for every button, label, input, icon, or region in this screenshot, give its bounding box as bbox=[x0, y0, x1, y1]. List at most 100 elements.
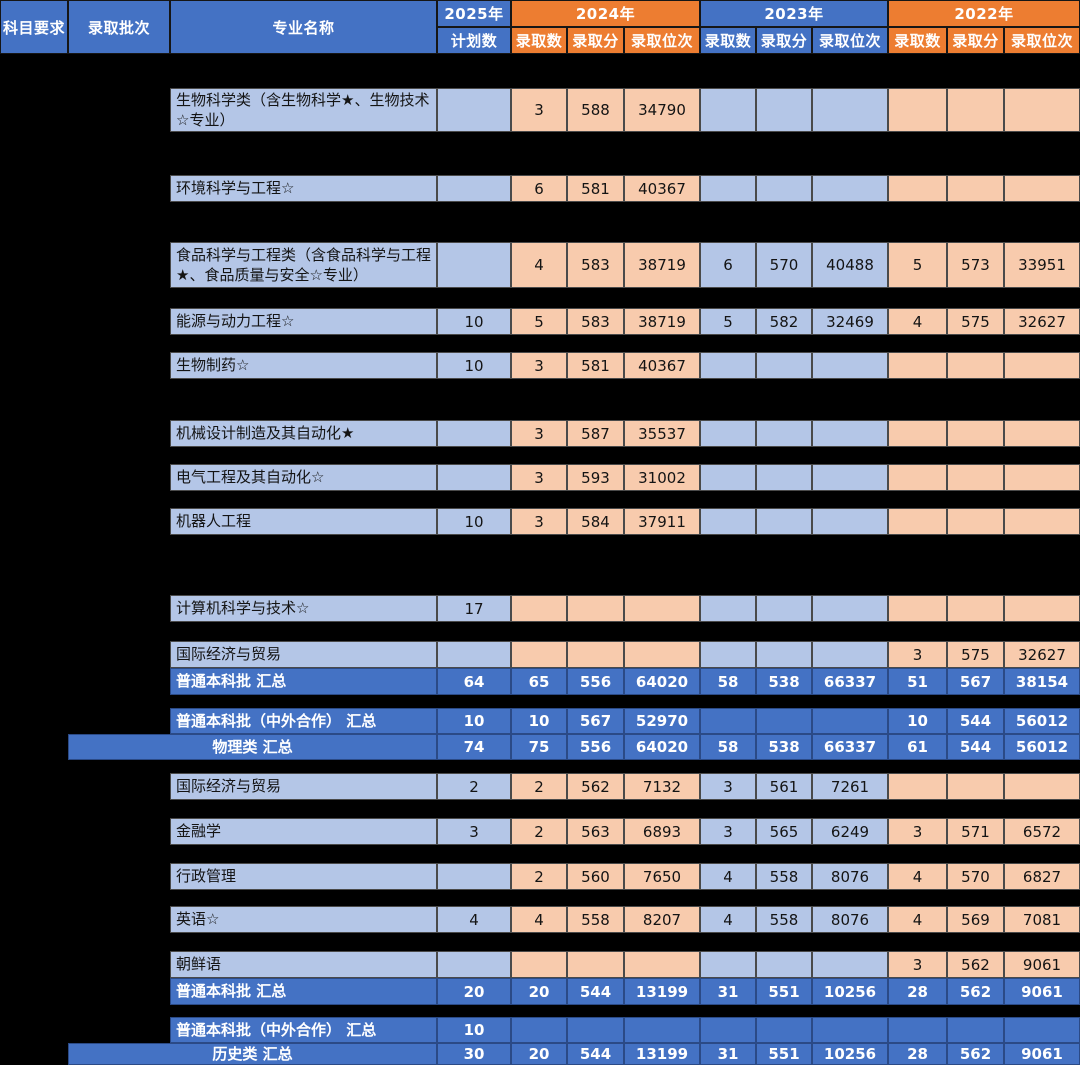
cell-value: 6249 bbox=[812, 818, 888, 845]
cell-value: 31002 bbox=[624, 464, 700, 491]
cell-value bbox=[700, 464, 756, 491]
cell-value bbox=[700, 420, 756, 447]
cell-value bbox=[756, 708, 812, 734]
cell-value bbox=[437, 88, 511, 132]
cell-value: 31 bbox=[700, 1043, 756, 1065]
cell-value bbox=[1004, 595, 1080, 622]
table-row: 食品科学与工程类（含食品科学与工程★、食品质量与安全☆专业） 4 583 38719 6… bbox=[0, 242, 1080, 288]
cell-value: 573 bbox=[947, 242, 1004, 288]
cell-value: 32469 bbox=[812, 308, 888, 335]
cell-value: 7081 bbox=[1004, 906, 1080, 933]
cell-major-name: 金融学 bbox=[170, 818, 437, 845]
cell-value: 66337 bbox=[812, 668, 888, 695]
cell-value bbox=[437, 464, 511, 491]
cell-value: 10 bbox=[511, 708, 567, 734]
cell-value bbox=[947, 88, 1004, 132]
header-admit-rank-2022: 录取位次 bbox=[1004, 27, 1080, 54]
cell-value: 558 bbox=[756, 906, 812, 933]
cell-value bbox=[437, 641, 511, 668]
cell-value bbox=[1004, 773, 1080, 800]
cell-value bbox=[700, 641, 756, 668]
cell-value: 33951 bbox=[1004, 242, 1080, 288]
cell-value: 6893 bbox=[624, 818, 700, 845]
cell-value: 544 bbox=[947, 734, 1004, 760]
cell-value: 567 bbox=[947, 668, 1004, 695]
cell-major-name: 国际经济与贸易 bbox=[170, 773, 437, 800]
cell-value: 74 bbox=[437, 734, 511, 760]
cell-value: 5 bbox=[700, 308, 756, 335]
cell-value bbox=[1004, 464, 1080, 491]
cell-value: 56012 bbox=[1004, 708, 1080, 734]
header-subject-requirement: 科目要求 bbox=[0, 0, 68, 54]
cell-major-name: 机器人工程 bbox=[170, 508, 437, 535]
cell-value: 4 bbox=[511, 906, 567, 933]
cell-major-name: 计算机科学与技术☆ bbox=[170, 595, 437, 622]
cell-value bbox=[511, 1017, 567, 1043]
header-admit-rank-2023: 录取位次 bbox=[812, 27, 888, 54]
cell-value: 38154 bbox=[1004, 668, 1080, 695]
cell-value: 588 bbox=[567, 88, 624, 132]
cell-value: 575 bbox=[947, 308, 1004, 335]
cell-value: 544 bbox=[567, 1043, 624, 1065]
cell-major-name: 普通本科批（中外合作） 汇总 bbox=[170, 708, 437, 734]
cell-value: 10 bbox=[437, 352, 511, 379]
cell-value: 571 bbox=[947, 818, 1004, 845]
header-year-2024: 2024年 bbox=[511, 0, 700, 27]
cell-value: 3 bbox=[888, 951, 947, 978]
cell-value: 6 bbox=[511, 175, 567, 202]
cell-major-name: 环境科学与工程☆ bbox=[170, 175, 437, 202]
cell-major-name: 英语☆ bbox=[170, 906, 437, 933]
cell-value: 538 bbox=[756, 734, 812, 760]
cell-value bbox=[812, 641, 888, 668]
cell-value: 551 bbox=[756, 978, 812, 1005]
cell-value bbox=[700, 595, 756, 622]
cell-value bbox=[511, 641, 567, 668]
table-row: 普通本科批 汇总 64 65 556 64020 58 538 66337 51 567 38154 bbox=[0, 668, 1080, 695]
cell-value: 7650 bbox=[624, 863, 700, 890]
cell-value: 13199 bbox=[624, 978, 700, 1005]
cell-value bbox=[437, 951, 511, 978]
cell-value bbox=[812, 595, 888, 622]
cell-major-name: 生物制药☆ bbox=[170, 352, 437, 379]
cell-value: 558 bbox=[567, 906, 624, 933]
table-row: 普通本科批（中外合作） 汇总 10 10 567 52970 10 544 56012 bbox=[0, 708, 1080, 734]
cell-value: 9061 bbox=[1004, 1043, 1080, 1065]
header-admission-batch: 录取批次 bbox=[68, 0, 170, 54]
cell-value: 3 bbox=[700, 818, 756, 845]
cell-value: 40367 bbox=[624, 352, 700, 379]
cell-value bbox=[1004, 175, 1080, 202]
cell-value: 10 bbox=[437, 1017, 511, 1043]
cell-value: 544 bbox=[947, 708, 1004, 734]
cell-value bbox=[947, 352, 1004, 379]
cell-value bbox=[624, 951, 700, 978]
cell-value bbox=[437, 242, 511, 288]
cell-major-name: 物理类 汇总 bbox=[68, 734, 437, 760]
cell-value: 51 bbox=[888, 668, 947, 695]
cell-value: 66337 bbox=[812, 734, 888, 760]
cell-value: 7261 bbox=[812, 773, 888, 800]
cell-value: 5 bbox=[511, 308, 567, 335]
cell-value bbox=[947, 420, 1004, 447]
cell-value bbox=[888, 773, 947, 800]
cell-value: 58 bbox=[700, 668, 756, 695]
cell-value bbox=[437, 420, 511, 447]
cell-value bbox=[700, 508, 756, 535]
header-admit-score-2024: 录取分 bbox=[567, 27, 624, 54]
cell-value: 38719 bbox=[624, 308, 700, 335]
table-row: 环境科学与工程☆ 6 581 40367 bbox=[0, 175, 1080, 202]
cell-value: 581 bbox=[567, 175, 624, 202]
cell-value: 3 bbox=[437, 818, 511, 845]
cell-value bbox=[947, 175, 1004, 202]
cell-value: 563 bbox=[567, 818, 624, 845]
cell-value bbox=[812, 1017, 888, 1043]
cell-value bbox=[756, 352, 812, 379]
cell-value: 13199 bbox=[624, 1043, 700, 1065]
cell-value bbox=[756, 175, 812, 202]
table-row: 国际经济与贸易 2 2 562 7132 3 561 7261 bbox=[0, 773, 1080, 800]
cell-value: 3 bbox=[511, 420, 567, 447]
cell-value: 4 bbox=[511, 242, 567, 288]
cell-value bbox=[888, 352, 947, 379]
cell-value: 64 bbox=[437, 668, 511, 695]
cell-value: 570 bbox=[756, 242, 812, 288]
